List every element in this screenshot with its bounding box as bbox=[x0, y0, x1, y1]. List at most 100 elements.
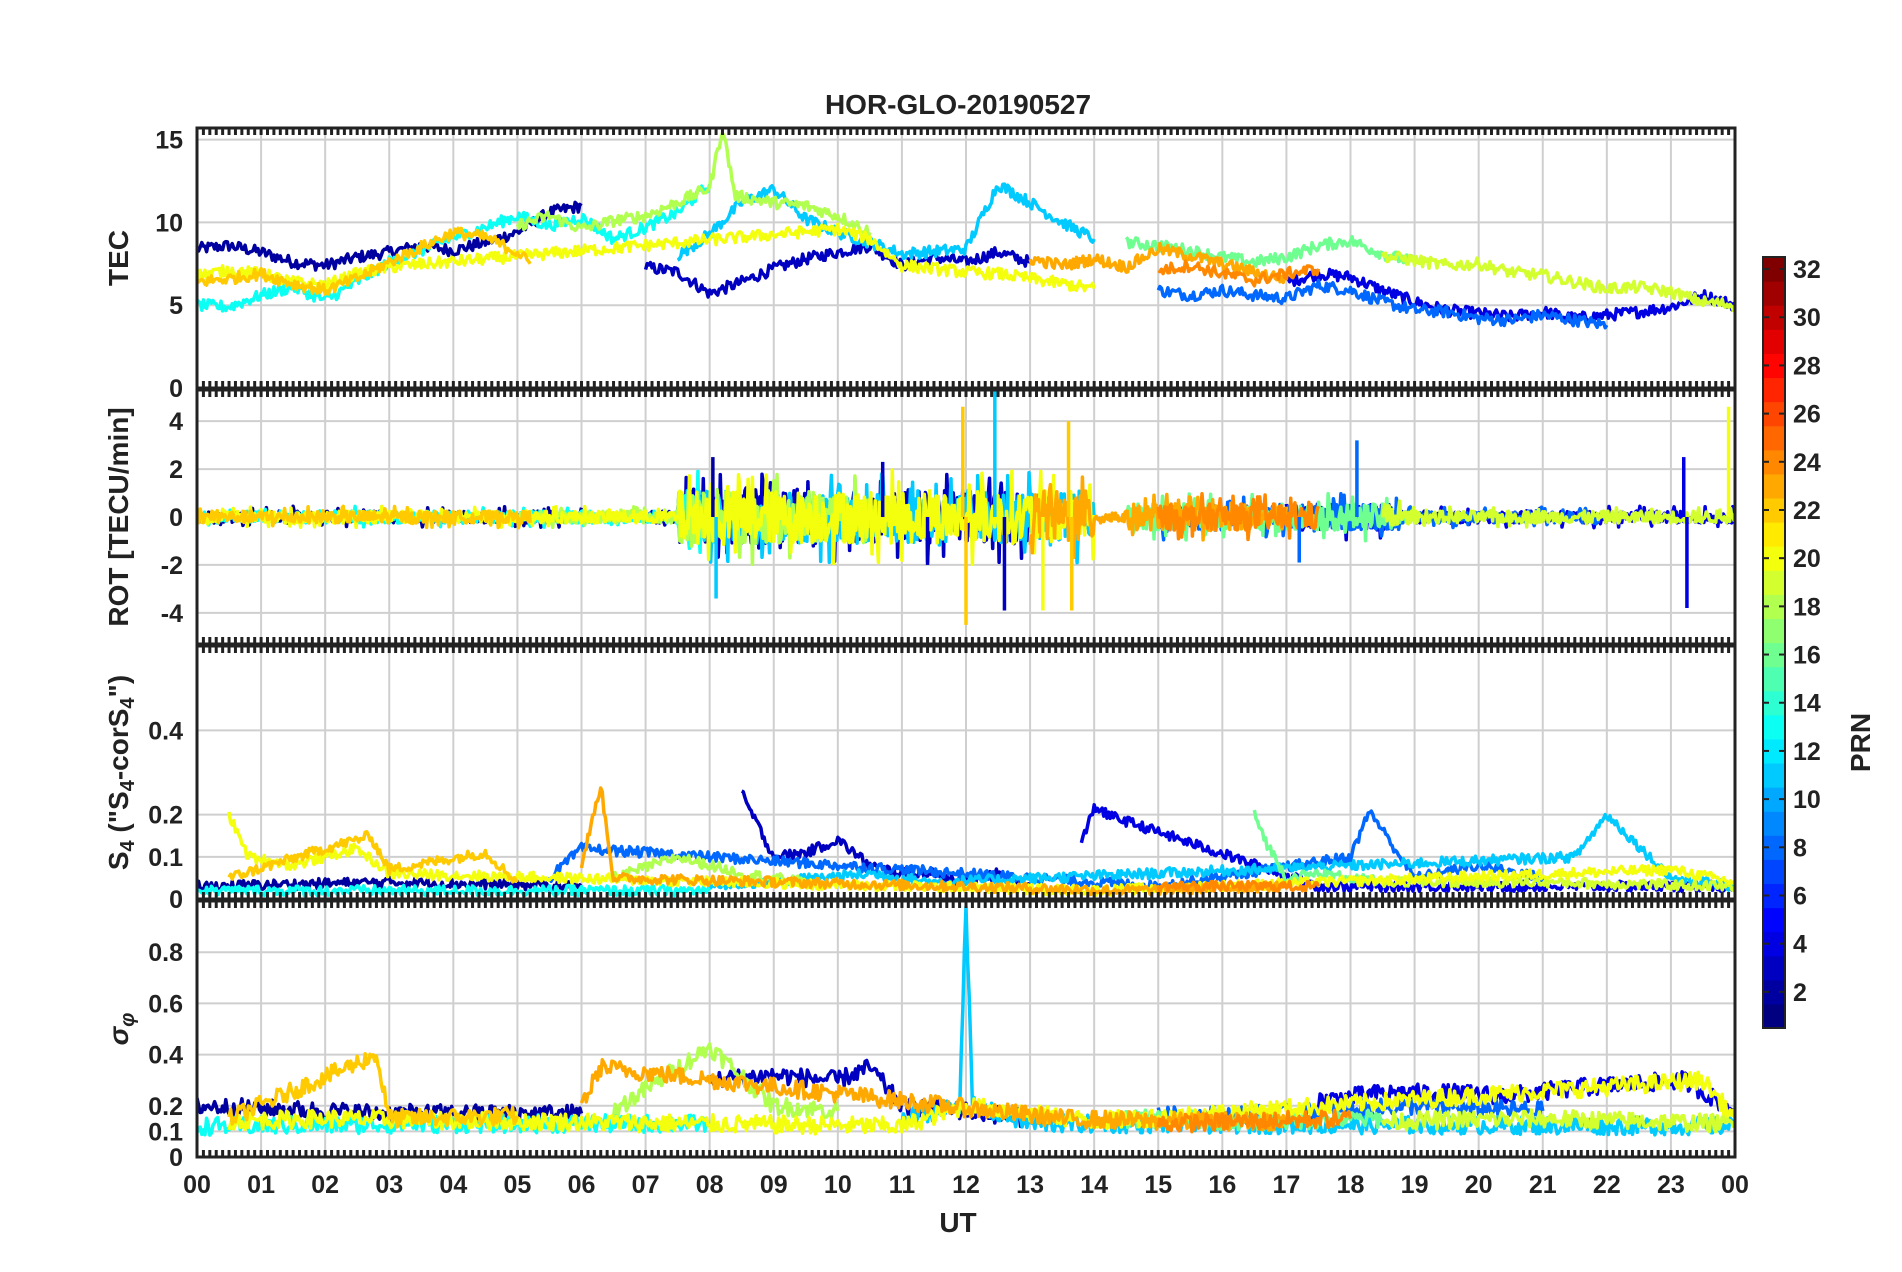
y-tick-label: 0 bbox=[169, 1144, 183, 1172]
x-tick-label: 09 bbox=[760, 1171, 788, 1199]
colorbar-segment bbox=[1763, 353, 1785, 379]
colorbar-segment bbox=[1763, 425, 1785, 451]
series-group bbox=[197, 905, 1735, 1137]
colorbar-segment bbox=[1763, 714, 1785, 740]
panel-sigma: 00.10.2 0.4 0.6 0.8 σφ bbox=[103, 899, 1737, 1172]
s4-series-prn-22 bbox=[227, 830, 519, 884]
panel-tec: 0 5 10 15 TEC bbox=[103, 126, 1737, 403]
colorbar-segment bbox=[1763, 738, 1785, 764]
series-group bbox=[197, 131, 1735, 330]
y-tick-label: 0.6 bbox=[148, 990, 183, 1018]
x-tick-label: 02 bbox=[311, 1171, 339, 1199]
colorbar-segment bbox=[1763, 1003, 1785, 1029]
x-tick-label: 08 bbox=[696, 1171, 724, 1199]
colorbar-segment bbox=[1763, 642, 1785, 668]
colorbar-tick-label: 16 bbox=[1793, 642, 1821, 670]
s4-series-prn-4 bbox=[1079, 803, 1735, 894]
s4-series-prn-18 bbox=[611, 853, 807, 887]
colorbar-segment bbox=[1763, 305, 1785, 330]
y-tick-label: 0.2 bbox=[148, 802, 183, 830]
x-tick-label: 15 bbox=[1144, 1171, 1172, 1199]
colorbar-tick-label: 4 bbox=[1793, 931, 1807, 959]
colorbar-segment bbox=[1763, 522, 1785, 547]
colorbar-segment bbox=[1763, 666, 1785, 692]
colorbar-tick-label: 32 bbox=[1793, 256, 1821, 284]
x-tick-label: 03 bbox=[375, 1171, 403, 1199]
x-tick-label: 12 bbox=[952, 1171, 980, 1199]
colorbar-tick-label: 20 bbox=[1793, 545, 1821, 573]
colorbar-segment bbox=[1763, 883, 1785, 909]
colorbar-segment bbox=[1763, 835, 1785, 860]
label-subscript: 4 bbox=[117, 839, 139, 851]
tec-series-prn-3 bbox=[643, 241, 1031, 299]
colorbar-segment bbox=[1763, 931, 1785, 957]
label-subscript: φ bbox=[117, 1013, 139, 1027]
colorbar-tick-label: 2 bbox=[1793, 979, 1807, 1007]
colorbar-segment bbox=[1763, 762, 1785, 788]
colorbar-segment bbox=[1763, 618, 1785, 644]
y-tick-label: 0.2 bbox=[148, 1093, 183, 1121]
colorbar-segment bbox=[1763, 497, 1785, 523]
y-tick-label: -4 bbox=[161, 600, 183, 628]
panel-rot: -4 -2 0 2 4 ROT [TECU/min] bbox=[103, 388, 1737, 646]
panel-frame bbox=[195, 644, 1737, 901]
y-axis-label: ROT [TECU/min] bbox=[103, 407, 134, 626]
colorbar-tick-label: 26 bbox=[1793, 401, 1821, 429]
y-axis-label: TEC bbox=[103, 230, 134, 286]
colorbar-segment bbox=[1763, 401, 1785, 427]
colorbar-segment bbox=[1763, 690, 1785, 716]
colorbar-segment bbox=[1763, 907, 1785, 933]
x-tick-label: 01 bbox=[247, 1171, 275, 1199]
colorbar-tick-label: 12 bbox=[1793, 738, 1821, 766]
panel-frame bbox=[195, 126, 1737, 390]
rot-series-prn-19 bbox=[1380, 499, 1735, 529]
x-tick-label: 17 bbox=[1273, 1171, 1301, 1199]
rot-series-prn-22 bbox=[197, 504, 532, 530]
label-part: ") bbox=[103, 675, 134, 698]
colorbar-segment bbox=[1763, 257, 1785, 282]
x-tick-label: 07 bbox=[632, 1171, 660, 1199]
sigma-series-prn-22 bbox=[227, 1051, 520, 1129]
y-tick-label: 0.1 bbox=[148, 844, 183, 872]
colorbar-segment bbox=[1763, 546, 1785, 571]
chart-title: HOR-GLO-20190527 bbox=[825, 89, 1091, 120]
tec-series-prn-2 bbox=[197, 200, 583, 272]
x-tick-label: 16 bbox=[1208, 1171, 1236, 1199]
colorbar-tick-label: 18 bbox=[1793, 593, 1821, 621]
sigma-series-prn-18 bbox=[611, 1042, 840, 1120]
x-tick-label: 18 bbox=[1337, 1171, 1365, 1199]
x-tick-label: 04 bbox=[439, 1171, 467, 1199]
tec-series-prn-19 bbox=[1380, 250, 1735, 313]
s4-series-prn-24 bbox=[1156, 879, 1321, 893]
label-subscript: 4 bbox=[117, 779, 139, 791]
tec-series-prn-18 bbox=[515, 131, 872, 239]
s4-series-prn-2 bbox=[197, 875, 583, 893]
y-tick-label: 0 bbox=[169, 886, 183, 914]
colorbar-tick-label: 28 bbox=[1793, 352, 1821, 380]
colorbar-segment bbox=[1763, 594, 1785, 620]
y-tick-label: 10 bbox=[155, 209, 183, 237]
sigma-series-prn-11 bbox=[900, 905, 1735, 1137]
colorbar-segment bbox=[1763, 329, 1785, 354]
panel-frame bbox=[195, 388, 1737, 646]
label-subscript: 4 bbox=[117, 697, 139, 709]
colorbar-segment bbox=[1763, 811, 1785, 836]
x-tick-label: 00 bbox=[1721, 1171, 1749, 1199]
colorbar-tick-label: 24 bbox=[1793, 449, 1821, 477]
x-tick-label: 21 bbox=[1529, 1171, 1557, 1199]
x-tick-label: 00 bbox=[183, 1171, 211, 1199]
colorbar-segment bbox=[1763, 449, 1785, 475]
x-tick-label: 13 bbox=[1016, 1171, 1044, 1199]
colorbar-segment bbox=[1763, 859, 1785, 885]
s4-series-prn-11 bbox=[708, 812, 1735, 892]
label-part: -corS bbox=[103, 709, 134, 781]
sigma-series-prn-3 bbox=[708, 1058, 1032, 1129]
label-part: σ bbox=[103, 1025, 134, 1045]
colorbar-segment bbox=[1763, 787, 1785, 812]
colorbar-segment bbox=[1763, 473, 1785, 499]
y-tick-label: -2 bbox=[161, 552, 183, 580]
colorbar-segment bbox=[1763, 979, 1785, 1005]
y-axis-label: S4 ("S4-corS4") bbox=[103, 675, 139, 870]
colorbar-segment bbox=[1763, 281, 1785, 306]
